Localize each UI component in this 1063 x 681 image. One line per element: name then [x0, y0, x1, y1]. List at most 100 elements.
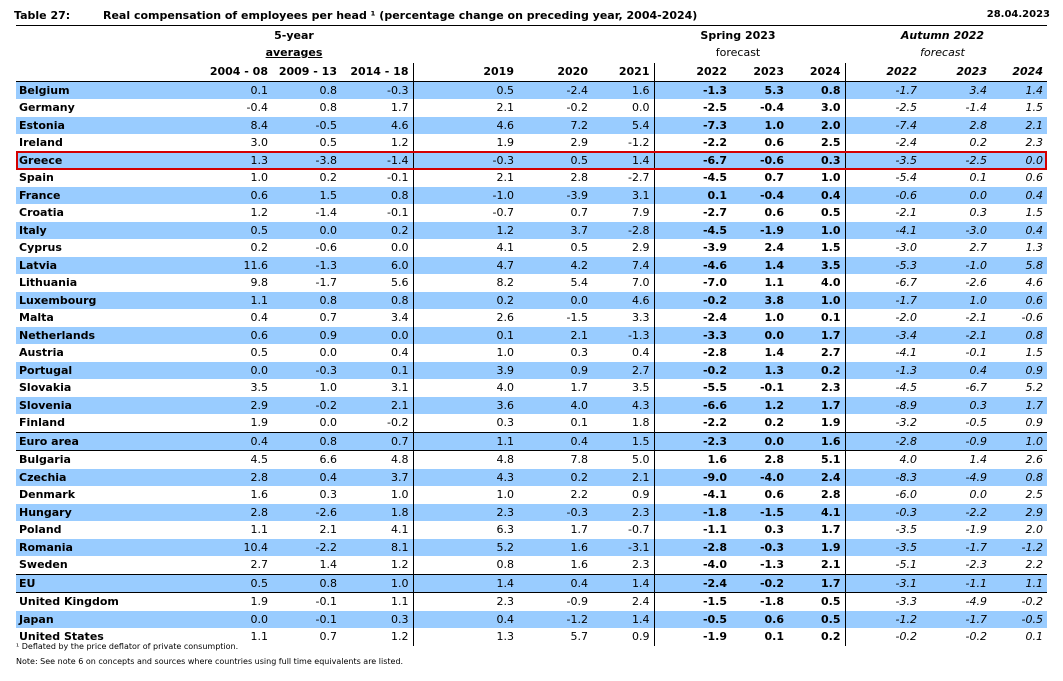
table-cell: 0.3 — [788, 151, 845, 169]
table-cell: -0.9 — [518, 592, 592, 611]
country-name: United States — [19, 630, 104, 644]
country-name: Euro area — [16, 431, 184, 451]
table-cell: -1.7 — [921, 610, 991, 628]
table-cell: 0.4 — [184, 431, 272, 451]
table-cell: -0.7 — [412, 204, 518, 222]
table-cell: -0.2 — [844, 628, 921, 646]
table-cell: -2.4 — [518, 81, 592, 99]
table-cell: -1.3 — [272, 256, 341, 274]
table-cell: 3.7 — [341, 468, 413, 486]
table-cell: 0.0 — [632, 101, 650, 115]
table-cell: -0.1 — [965, 346, 987, 360]
table-cell: -0.2 — [731, 573, 788, 593]
table-cell: -4.0 — [731, 468, 788, 486]
table-cell: 2.8 — [184, 503, 272, 521]
country-name: Greece — [16, 151, 184, 169]
table-cell: -5.4 — [844, 169, 921, 187]
table-cell: 1.8 — [632, 416, 650, 430]
table-cell: -7.4 — [844, 116, 921, 134]
table-cell: 2.7 — [821, 346, 841, 360]
table-cell: 2.1 — [412, 169, 518, 187]
table-cell: 0.5 — [788, 610, 845, 628]
table-cell: 0.6 — [764, 488, 785, 502]
table-cell: 2.3 — [821, 381, 841, 395]
table-cell: 1.1 — [341, 592, 413, 611]
table-row: Romania 10.4 -2.2 8.1 5.2 1.6 -3.1 -2.8 -0.3 1.9-… — [16, 538, 1047, 556]
country-name: Italy — [16, 221, 184, 239]
table-cell: 1.2 — [391, 136, 409, 150]
table-cell: 4.5 — [184, 450, 272, 469]
table-cell: -5.1 — [844, 556, 921, 574]
table-row: Austria 0.5 0.0 0.4 1.0 0.3 0.4 -2.8 1.4 2.7 -4.1-… — [16, 344, 1047, 362]
table-cell: 8.2 — [412, 274, 518, 292]
table-cell: -2.2 — [653, 414, 731, 432]
table-cell: 5.8 — [991, 256, 1047, 274]
table-cell: 0.6 — [991, 291, 1047, 309]
table-cell: -4.1 — [653, 486, 731, 504]
country-name: Spain — [19, 171, 54, 185]
table-cell: 1.1 — [250, 630, 269, 644]
table-cell: 1.4 — [921, 450, 991, 469]
table-cell: 2.1 — [341, 396, 413, 414]
table-cell: 2.3 — [412, 503, 518, 521]
table-cell: -2.8 — [844, 431, 921, 451]
country-name: Czechia — [16, 468, 184, 486]
table-cell: 1.0 — [788, 221, 845, 239]
table-cell: -2.1 — [844, 204, 921, 222]
table-cell: 7.4 — [592, 256, 654, 274]
table-cell: -3.1 — [844, 573, 921, 593]
table-cell: 1.3 — [184, 151, 272, 169]
table-cell: 2.5 — [821, 136, 841, 150]
table-cell: 0.2 — [319, 171, 338, 185]
table-cell: 2.1 — [592, 468, 654, 486]
table-cell: -2.2 — [653, 134, 731, 152]
table-cell: 1.5 — [592, 431, 654, 451]
country-name: Bulgaria — [16, 450, 184, 469]
table-cell: 11.6 — [184, 256, 272, 274]
country-name: Germany — [19, 101, 75, 115]
table-row: Croatia 1.2 -1.4 -0.1 -0.7 0.7 7.9 -2.7 0.6 0.5 -2… — [16, 204, 1047, 222]
table-cell: 2.3 — [592, 503, 654, 521]
table-cell: 1.0 — [391, 488, 409, 502]
table-cell: 0.1 — [1025, 630, 1044, 644]
table-cell: -0.7 — [628, 523, 650, 537]
table-cell: 0.6 — [731, 610, 788, 628]
table-cell: -2.2 — [272, 538, 341, 556]
table-cell: 0.4 — [391, 346, 409, 360]
table-cell: 1.6 — [518, 538, 592, 556]
table-cell: -2.4 — [653, 309, 731, 327]
table-row: Ireland 3.0 0.5 1.2 1.9 2.9 -1.2 -2.2 0.6 2.5 -2.4… — [16, 134, 1047, 152]
col-header: 2022 — [844, 63, 921, 82]
table-number: Table 27: — [14, 9, 71, 22]
table-cell: 1.7 — [570, 523, 589, 537]
table-row: Estonia 8.4 -0.5 4.6 4.6 7.2 5.4 -7.3 1.0 2.0 -7.4… — [16, 116, 1047, 134]
table-cell: -3.2 — [844, 414, 921, 432]
table-cell: -0.2 — [653, 361, 731, 379]
table-row: Belgium 0.1 0.8 -0.3 0.5 -2.4 1.6 -1.3 5.3 0.8 -1.… — [16, 81, 1047, 99]
table-row: Euro area 0.4 0.8 0.7 1.1 0.4 1.5 -2.3 0.0 1.6 -2.… — [16, 431, 1047, 451]
table-cell: 1.1 — [764, 276, 785, 290]
table-cell: 3.0 — [821, 101, 841, 115]
table-cell: -0.3 — [518, 503, 592, 521]
table-cell: 0.5 — [821, 206, 841, 220]
table-cell: 1.0 — [821, 171, 841, 185]
table-cell: 0.8 — [412, 556, 518, 574]
table-row: Cyprus 0.2 -0.6 0.0 4.1 0.5 2.9 -3.9 2.4 1.5 -3.0 2… — [16, 239, 1047, 257]
table-cell: 10.4 — [184, 538, 272, 556]
table-cell: 1.0 — [319, 381, 338, 395]
table-cell: 1.6 — [592, 81, 654, 99]
table-row: Spain 1.0 0.2 -0.1 2.1 2.8 -2.7 -4.5 0.7 1.0 -5.4 0… — [16, 169, 1047, 187]
table-cell: 0.8 — [991, 326, 1047, 344]
country-name: Croatia — [19, 206, 64, 220]
table-cell: 0.3 — [764, 523, 785, 537]
table-cell: 0.9 — [518, 361, 592, 379]
table-cell: 2.1 — [991, 116, 1047, 134]
table-cell: 2.3 — [632, 558, 650, 572]
table-cell: -1.9 — [731, 221, 788, 239]
table-cell: -3.5 — [844, 538, 921, 556]
table-row: United States 1.1 0.7 1.2 1.3 5.7 0.9 -1.9 0.1 0.… — [16, 628, 1047, 646]
table-cell: -6.7 — [844, 274, 921, 292]
table-cell: -6.7 — [965, 381, 987, 395]
country-name: Slovenia — [16, 396, 184, 414]
table-cell: -4.1 — [844, 344, 921, 362]
